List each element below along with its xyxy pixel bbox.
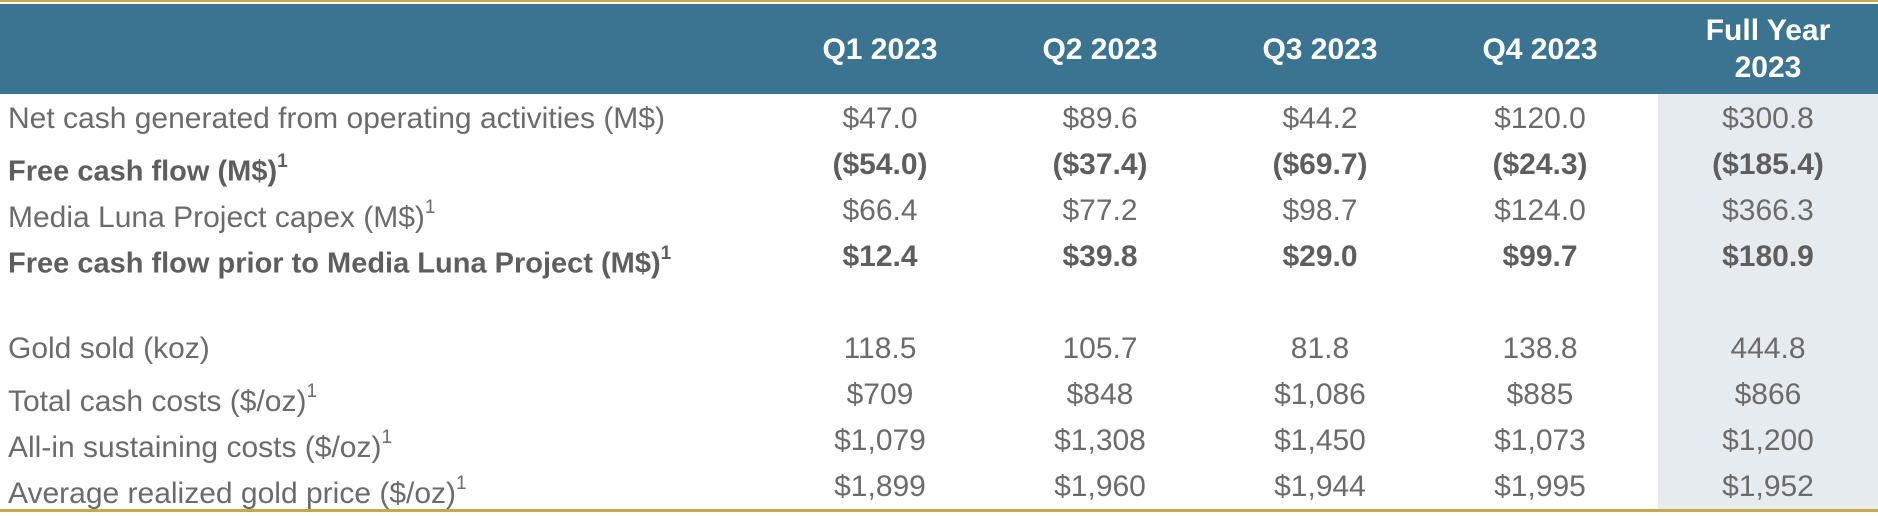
row-label: Media Luna Project capex (M$)1 (8, 189, 436, 234)
table-cell: $1,079 (834, 424, 926, 457)
table-cell: 138.8 (1502, 332, 1578, 365)
row-label-text: Net cash generated from operating activi… (8, 102, 665, 135)
table-row: Media Luna Project capex (M$)1 $66.4 $77.2… (0, 189, 1878, 234)
row-label-text: Total cash costs ($/oz) (8, 385, 307, 418)
table-cell: $366.3 (1722, 194, 1814, 227)
table-cell: 105.7 (1062, 332, 1138, 365)
table-cell: $300.8 (1722, 102, 1814, 135)
table-row: All-in sustaining costs ($/oz)1 $1,079 $1,… (0, 419, 1878, 464)
row-label-text: All-in sustaining costs ($/oz) (8, 431, 382, 464)
table-cell: $866 (1734, 378, 1802, 411)
table-cell: $98.7 (1282, 194, 1358, 227)
column-header: Q4 2023 (1482, 32, 1598, 66)
table-cell: $12.4 (842, 240, 918, 273)
table-cell: 444.8 (1730, 332, 1806, 365)
table-cell: $89.6 (1062, 102, 1138, 135)
table-cell: $66.4 (842, 194, 918, 227)
table-cell: $1,960 (1054, 470, 1146, 503)
table-cell: $39.8 (1062, 240, 1138, 273)
table-cell: 118.5 (843, 332, 917, 365)
row-label: Free cash flow prior to Media Luna Proje… (8, 235, 672, 280)
table-row: Average realized gold price ($/oz)1 $1,89… (0, 465, 1878, 510)
table-cell: 81.8 (1290, 332, 1350, 365)
bottom-rule (0, 509, 1878, 512)
table-cell: $1,944 (1274, 470, 1366, 503)
table-cell: $124.0 (1494, 194, 1586, 227)
column-header: Q3 2023 (1262, 32, 1378, 66)
row-label: Gold sold (koz) (8, 327, 210, 371)
column-header: Q1 2023 (822, 32, 938, 66)
footnote-marker: 1 (424, 197, 436, 218)
row-label-text: Media Luna Project capex (M$) (8, 201, 425, 234)
table-cell: $77.2 (1062, 194, 1138, 227)
row-label: All-in sustaining costs ($/oz)1 (8, 419, 393, 464)
table-cell: $1,308 (1054, 424, 1146, 457)
table-cell: $120.0 (1494, 102, 1586, 135)
footnote-marker: 1 (277, 151, 288, 172)
row-label: Free cash flow (M$)1 (8, 143, 288, 188)
table-cell: ($54.0) (832, 148, 928, 181)
table-row: Free cash flow (M$)1 ($54.0) ($37.4) ($69.7… (0, 143, 1878, 188)
row-label-text: Free cash flow prior to Media Luna Proje… (8, 247, 661, 280)
footnote-marker: 1 (381, 427, 393, 448)
table-cell: $1,995 (1494, 470, 1586, 503)
footnote-marker: 1 (660, 243, 672, 264)
footnote-marker: 1 (306, 381, 318, 402)
table-cell: $99.7 (1502, 240, 1578, 273)
table-cell: $44.2 (1282, 102, 1358, 135)
table-cell: $1,086 (1274, 378, 1366, 411)
table-cell: $709 (846, 378, 914, 411)
table-cell: $1,200 (1722, 424, 1814, 457)
table-row: Gold sold (koz) 118.5 105.7 81.8 138.8 444.8 (0, 327, 1878, 371)
table-cell: ($69.7) (1272, 148, 1368, 181)
footnote-marker: 1 (456, 473, 467, 494)
table-cell: $1,073 (1494, 424, 1586, 457)
table-cell: $885 (1506, 378, 1574, 411)
table-row: Total cash costs ($/oz)1 $709 $848 $1,086 $8… (0, 373, 1878, 418)
table-row: Net cash generated from operating activi… (0, 97, 1878, 141)
column-header: Q2 2023 (1042, 32, 1158, 66)
row-label-text: Average realized gold price ($/oz) (8, 477, 457, 510)
table-cell: ($185.4) (1712, 148, 1824, 181)
table-cell: $848 (1066, 378, 1134, 411)
table-cell: ($37.4) (1052, 148, 1148, 181)
table-header: Q1 2023 Q2 2023 Q3 2023 Q4 2023 Full Year 20… (0, 4, 1878, 94)
full-year-column-shade (1658, 94, 1878, 510)
table-cell: $180.9 (1722, 240, 1814, 273)
row-label: Total cash costs ($/oz)1 (8, 373, 318, 418)
row-label: Net cash generated from operating activi… (8, 97, 665, 141)
table-cell: $47.0 (842, 102, 918, 135)
table-row: Free cash flow prior to Media Luna Proje… (0, 235, 1878, 280)
row-label-text: Gold sold (koz) (8, 332, 210, 365)
row-label: Average realized gold price ($/oz)1 (8, 465, 467, 510)
table-cell: $1,899 (834, 470, 926, 503)
table-cell: $1,952 (1722, 470, 1814, 503)
table-cell: ($24.3) (1492, 148, 1588, 181)
table-cell: $1,450 (1274, 424, 1366, 457)
row-label-text: Free cash flow (M$) (8, 155, 278, 188)
table-cell: $29.0 (1282, 240, 1358, 273)
column-header: Full Year 2023 (1705, 14, 1831, 84)
